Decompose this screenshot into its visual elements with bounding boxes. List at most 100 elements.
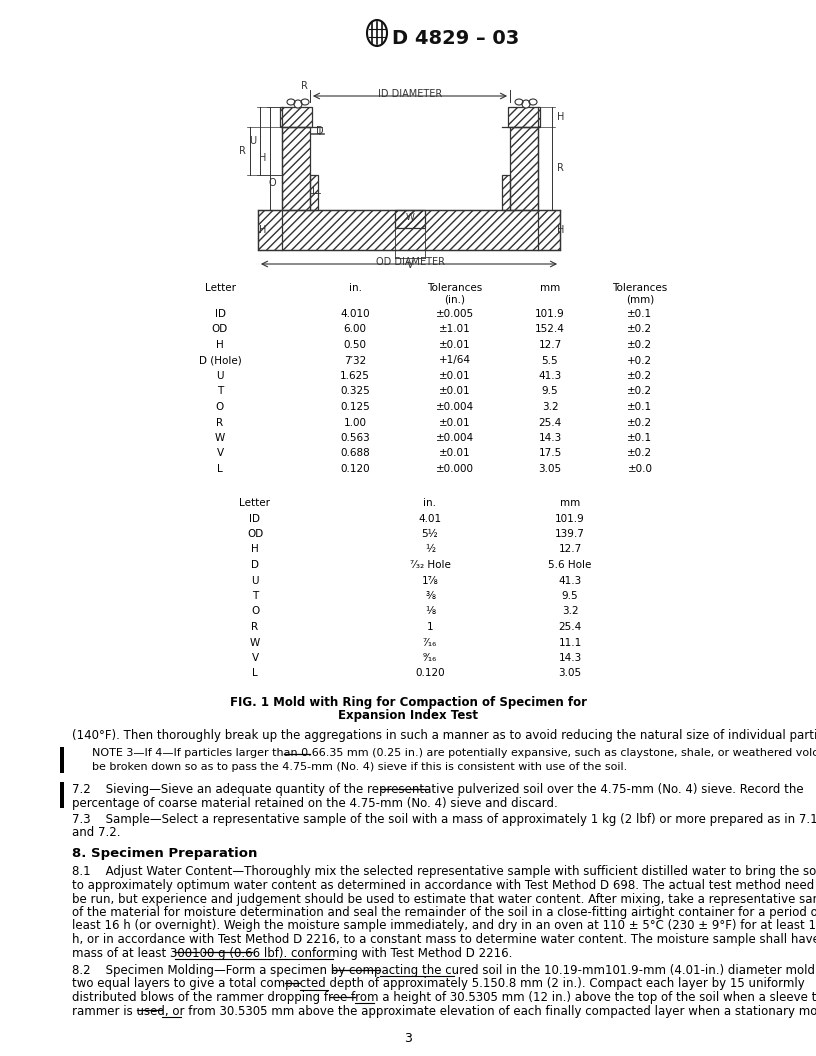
Bar [280, 107, 312, 127]
Bar [60, 781, 64, 808]
Text: 3.05: 3.05 [558, 668, 582, 679]
Text: 7.2    Sieving—Sieve an adequate quantity of the representative pulverized soil : 7.2 Sieving—Sieve an adequate quantity o… [72, 784, 804, 796]
Text: ±0.004: ±0.004 [436, 402, 474, 412]
Text: T: T [316, 127, 322, 137]
Text: U: U [249, 136, 256, 146]
Text: +1/64: +1/64 [439, 356, 471, 365]
Text: Expansion Index Test: Expansion Index Test [338, 709, 478, 722]
Text: R: R [216, 417, 224, 428]
Text: H: H [251, 545, 259, 554]
Ellipse shape [294, 100, 302, 108]
Text: be run, but experience and judgement should be used to estimate that water conte: be run, but experience and judgement sho… [72, 892, 816, 905]
Text: 3.2: 3.2 [561, 606, 579, 617]
Text: H: H [557, 112, 565, 122]
Text: 0.120: 0.120 [340, 464, 370, 474]
Text: 14.3: 14.3 [558, 653, 582, 663]
Text: of the material for moisture determination and seal the remainder of the soil in: of the material for moisture determinati… [72, 906, 816, 919]
Text: mm: mm [540, 283, 560, 293]
Text: O: O [216, 402, 224, 412]
Text: ±0.2: ±0.2 [628, 371, 653, 381]
Text: be broken down so as to pass the 4.75-mm (No. 4) sieve if this is consistent wit: be broken down so as to pass the 4.75-mm… [92, 762, 628, 772]
Text: to approximately optimum water content as determined in accordance with Test Met: to approximately optimum water content a… [72, 879, 816, 892]
Text: two equal layers to give a total compacted depth of approximately 5.150.8 mm (2 : two equal layers to give a total compact… [72, 978, 805, 991]
Bar [60, 747, 64, 773]
Text: +0.2: +0.2 [628, 356, 653, 365]
Text: ±0.01: ±0.01 [439, 371, 471, 381]
Text: V: V [251, 653, 259, 663]
Text: 25.4: 25.4 [539, 417, 561, 428]
Text: 7′32: 7′32 [344, 356, 366, 365]
Text: 7.3    Sample—Select a representative sample of the soil with a mass of approxim: 7.3 Sample—Select a representative sampl… [72, 812, 816, 826]
Text: ±0.0: ±0.0 [628, 464, 653, 474]
Text: W: W [215, 433, 225, 444]
Text: 41.3: 41.3 [539, 371, 561, 381]
Text: mass of at least 300100 g (0.66 lbf). conforming with Test Method D 2216.: mass of at least 300100 g (0.66 lbf). co… [72, 946, 512, 960]
Text: ID: ID [215, 309, 225, 319]
Text: 1.625: 1.625 [340, 371, 370, 381]
Text: 9.5: 9.5 [542, 386, 558, 396]
Text: NOTE 3—If 4—If particles larger than 0.66.35 mm (0.25 in.) are potentially expan: NOTE 3—If 4—If particles larger than 0.6… [92, 749, 816, 758]
Text: Tolerances: Tolerances [612, 283, 667, 293]
Text: V: V [216, 449, 224, 458]
Text: h, or in accordance with Test Method D 2216, to a constant mass to determine wat: h, or in accordance with Test Method D 2… [72, 934, 816, 946]
Text: percentage of coarse material retained on the 4.75-mm (No. 4) sieve and discard.: percentage of coarse material retained o… [72, 797, 558, 810]
Text: 1: 1 [427, 622, 433, 631]
Text: in.: in. [348, 283, 361, 293]
Text: 9.5: 9.5 [561, 591, 579, 601]
Bar [508, 107, 540, 127]
Text: 0.688: 0.688 [340, 449, 370, 458]
Text: 0.50: 0.50 [344, 340, 366, 350]
Text: 17.5: 17.5 [539, 449, 561, 458]
Text: ⅛: ⅛ [425, 606, 435, 617]
Text: rammer is used, or from 30.5305 mm above the approximate elevation of each final: rammer is used, or from 30.5305 mm above… [72, 1004, 816, 1018]
Text: L: L [217, 464, 223, 474]
Text: W: W [406, 213, 415, 223]
Ellipse shape [522, 100, 530, 108]
Text: 41.3: 41.3 [558, 576, 582, 585]
Text: 11.1: 11.1 [558, 638, 582, 647]
Text: ID DIAMETER: ID DIAMETER [378, 89, 442, 99]
Text: H: H [557, 225, 565, 235]
Text: OD DIAMETER: OD DIAMETER [375, 257, 445, 267]
Text: U: U [216, 371, 224, 381]
Text: L: L [252, 668, 258, 679]
Text: 8.1    Adjust Water Content—Thoroughly mix the selected representative sample wi: 8.1 Adjust Water Content—Thoroughly mix … [72, 866, 816, 879]
Text: ±0.01: ±0.01 [439, 340, 471, 350]
Bar [395, 210, 425, 228]
Text: ½: ½ [425, 545, 435, 554]
Text: H: H [259, 225, 266, 235]
Text: ⁷⁄₃₂ Hole: ⁷⁄₃₂ Hole [410, 560, 450, 570]
Bar [282, 127, 310, 210]
Text: 5.5: 5.5 [542, 356, 558, 365]
Text: ⁹⁄₁₆: ⁹⁄₁₆ [423, 653, 437, 663]
Text: least 16 h (or overnight). Weigh the moisture sample immediately, and dry in an : least 16 h (or overnight). Weigh the moi… [72, 920, 816, 932]
Text: R: R [557, 163, 564, 173]
Text: ±0.1: ±0.1 [628, 433, 653, 444]
Text: D: D [251, 560, 259, 570]
Text: D (Hole): D (Hole) [198, 356, 242, 365]
Text: Tolerances: Tolerances [428, 283, 482, 293]
Text: distributed blows of the rammer dropping free from a height of 30.5305 mm (12 in: distributed blows of the rammer dropping… [72, 991, 816, 1004]
Text: ±0.005: ±0.005 [436, 309, 474, 319]
Text: 139.7: 139.7 [555, 529, 585, 539]
Text: 0.120: 0.120 [415, 668, 445, 679]
Text: R: R [301, 81, 308, 91]
Text: W: W [250, 638, 260, 647]
Text: ±0.2: ±0.2 [628, 449, 653, 458]
Text: 3: 3 [404, 1032, 412, 1045]
Text: 12.7: 12.7 [558, 545, 582, 554]
Text: Letter: Letter [205, 283, 236, 293]
Text: 0.325: 0.325 [340, 386, 370, 396]
Text: 5½: 5½ [422, 529, 438, 539]
Bar [510, 127, 538, 210]
Text: O: O [268, 178, 276, 188]
Text: H: H [216, 340, 224, 350]
Text: 6.00: 6.00 [344, 324, 366, 335]
Text: 152.4: 152.4 [535, 324, 565, 335]
Text: 12.7: 12.7 [539, 340, 561, 350]
Text: ±0.01: ±0.01 [439, 417, 471, 428]
Bar [258, 210, 560, 250]
Text: in.: in. [424, 497, 437, 508]
Text: 8.2    Specimen Molding—Form a specimen by compacting the cured soil in the 10.1: 8.2 Specimen Molding—Form a specimen by … [72, 964, 816, 977]
Text: U: U [251, 576, 259, 585]
